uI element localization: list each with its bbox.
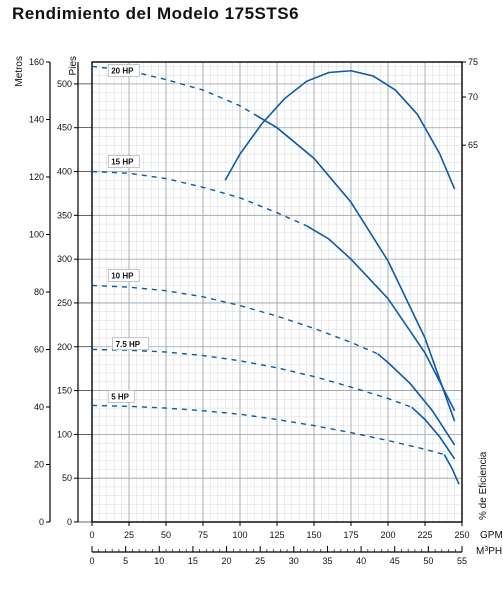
- svg-text:350: 350: [57, 210, 72, 220]
- svg-text:450: 450: [57, 123, 72, 133]
- svg-text:250: 250: [454, 530, 469, 540]
- svg-text:250: 250: [57, 298, 72, 308]
- svg-text:GPM: GPM: [480, 530, 503, 541]
- svg-text:% de Eficiencia: % de Eficiencia: [478, 451, 489, 520]
- svg-text:20: 20: [222, 556, 232, 566]
- svg-text:0: 0: [89, 530, 94, 540]
- svg-text:120: 120: [29, 172, 44, 182]
- svg-text:400: 400: [57, 167, 72, 177]
- svg-text:25: 25: [124, 530, 134, 540]
- hp-curve-5hp: [92, 405, 444, 454]
- svg-text:50: 50: [161, 530, 171, 540]
- svg-text:25: 25: [255, 556, 265, 566]
- svg-text:100: 100: [57, 429, 72, 439]
- svg-text:15: 15: [188, 556, 198, 566]
- svg-text:225: 225: [417, 530, 432, 540]
- grid: [92, 62, 462, 522]
- chart-area: 020406080100120140160Metros0501001502002…: [0, 32, 503, 588]
- svg-text:50: 50: [423, 556, 433, 566]
- svg-text:5: 5: [123, 556, 128, 566]
- curves: [92, 66, 459, 484]
- svg-text:75: 75: [468, 57, 478, 67]
- svg-text:40: 40: [356, 556, 366, 566]
- svg-text:40: 40: [34, 402, 44, 412]
- svg-text:60: 60: [34, 345, 44, 355]
- chart-title: Rendimiento del Modelo 175STS6: [12, 4, 299, 24]
- svg-text:10: 10: [154, 556, 164, 566]
- hp-curve-7.5hp: [92, 349, 412, 407]
- svg-text:0: 0: [39, 517, 44, 527]
- svg-text:45: 45: [390, 556, 400, 566]
- svg-text:200: 200: [380, 530, 395, 540]
- svg-text:500: 500: [57, 79, 72, 89]
- svg-text:160: 160: [29, 57, 44, 67]
- svg-text:80: 80: [34, 287, 44, 297]
- svg-text:100: 100: [232, 530, 247, 540]
- svg-text:175: 175: [343, 530, 358, 540]
- svg-text:150: 150: [306, 530, 321, 540]
- svg-text:5 HP: 5 HP: [111, 392, 129, 401]
- svg-text:M3PH: M3PH: [476, 546, 502, 558]
- svg-text:55: 55: [457, 556, 467, 566]
- svg-text:50: 50: [62, 473, 72, 483]
- svg-text:20: 20: [34, 460, 44, 470]
- svg-text:200: 200: [57, 342, 72, 352]
- svg-text:Metros: Metros: [14, 56, 25, 87]
- svg-text:15 HP: 15 HP: [111, 158, 134, 167]
- svg-text:0: 0: [89, 556, 94, 566]
- svg-text:65: 65: [468, 140, 478, 150]
- svg-text:150: 150: [57, 386, 72, 396]
- svg-text:20 HP: 20 HP: [111, 66, 134, 75]
- pump-performance-chart: 020406080100120140160Metros0501001502002…: [0, 32, 503, 588]
- hp-curve-15hp: [92, 172, 307, 226]
- svg-text:70: 70: [468, 92, 478, 102]
- svg-text:75: 75: [198, 530, 208, 540]
- svg-text:125: 125: [269, 530, 284, 540]
- svg-text:0: 0: [67, 517, 72, 527]
- svg-text:10 HP: 10 HP: [111, 271, 134, 280]
- page: { "title": "Rendimiento del Modelo 175ST…: [0, 0, 503, 592]
- curve-head-7.5hp: [412, 407, 455, 459]
- svg-text:140: 140: [29, 115, 44, 125]
- svg-text:300: 300: [57, 254, 72, 264]
- svg-text:7.5 HP: 7.5 HP: [116, 340, 141, 349]
- svg-text:100: 100: [29, 230, 44, 240]
- svg-text:35: 35: [322, 556, 332, 566]
- svg-text:30: 30: [289, 556, 299, 566]
- svg-text:Pies: Pies: [68, 56, 79, 75]
- axes: 020406080100120140160Metros0501001502002…: [14, 56, 503, 566]
